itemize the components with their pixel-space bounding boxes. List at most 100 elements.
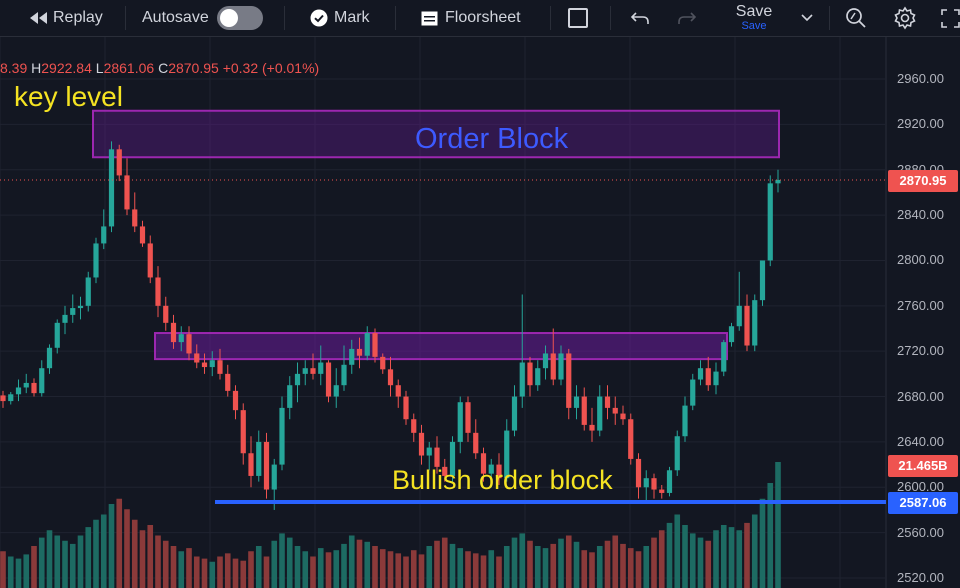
candle [124, 158, 130, 216]
candle-body [651, 478, 657, 490]
toolbar-divider [284, 6, 285, 30]
toggle-switch[interactable] [216, 6, 263, 30]
candle [690, 373, 696, 411]
undo-button[interactable] [630, 0, 650, 36]
candle-body [604, 396, 611, 408]
candle [194, 344, 200, 369]
fullscreen-button[interactable] [941, 0, 960, 36]
volume-bar [77, 535, 84, 588]
candle-body [535, 368, 541, 386]
candle-body [457, 402, 463, 442]
price-chart[interactable] [0, 37, 960, 588]
candle-body [325, 362, 332, 397]
floorsheet-button[interactable]: Floorsheet [421, 0, 521, 36]
quick-search-button[interactable] [845, 0, 867, 36]
candle-body [713, 371, 719, 386]
candle [364, 326, 370, 361]
candle-body [728, 326, 735, 343]
candle-body [240, 410, 246, 454]
save-dropdown[interactable] [801, 0, 813, 36]
candle-body [589, 424, 595, 431]
volume-bar [255, 546, 262, 588]
candle-body [271, 464, 277, 490]
top-toolbar: Replay Autosave Mark Floorsheet [0, 0, 960, 37]
candle-body [263, 441, 270, 490]
candle-body [488, 464, 494, 474]
candle [597, 385, 603, 437]
candle-body [418, 432, 425, 456]
autosave-toggle[interactable]: Autosave [142, 0, 263, 36]
candle-body [573, 396, 580, 408]
volume-bar [643, 546, 650, 588]
order-block-zone [92, 109, 780, 159]
candle-body [356, 348, 363, 356]
check-circle-icon [310, 9, 328, 27]
volume-bar [108, 504, 115, 588]
layout-button[interactable] [568, 0, 588, 36]
candle-body [550, 353, 556, 380]
volume-bar [604, 540, 611, 588]
candle [256, 430, 262, 482]
candle-body [558, 353, 564, 380]
candle-body [759, 260, 766, 301]
candle-body [46, 347, 53, 369]
candle-body [480, 453, 487, 474]
candle [566, 348, 572, 420]
volume-bar [503, 546, 510, 588]
toolbar-divider [125, 6, 126, 30]
volume-bar [472, 553, 479, 588]
candle-body [682, 405, 688, 437]
candle-body [395, 385, 401, 397]
redo-button[interactable] [677, 0, 697, 36]
volume-bar [612, 535, 619, 588]
volume-bar [713, 530, 719, 588]
volume-bar [480, 555, 487, 588]
candle [240, 403, 246, 465]
candle-body [449, 441, 456, 476]
candle-body [767, 183, 773, 261]
volume-bar [201, 558, 208, 588]
candle-body [31, 382, 37, 394]
candle [449, 436, 456, 482]
volume-bar [209, 561, 216, 588]
candle [620, 405, 626, 425]
candle [372, 328, 378, 363]
settings-button[interactable] [893, 0, 917, 36]
save-button[interactable]: Save Save [733, 0, 775, 36]
replay-button[interactable]: Replay [28, 0, 103, 36]
candle [46, 344, 53, 374]
candle [201, 353, 208, 374]
volume-bar [348, 535, 355, 588]
volume-tag: 21.465B [888, 455, 958, 477]
candle [473, 419, 479, 459]
mark-button[interactable]: Mark [310, 0, 370, 36]
volume-bar [620, 543, 626, 588]
candle [457, 396, 463, 454]
candle-body [39, 368, 45, 394]
candle [465, 396, 471, 442]
volume-bar [131, 519, 138, 588]
volume-bar [217, 556, 223, 588]
candle [480, 447, 487, 482]
toolbar-divider [550, 6, 551, 30]
volume-bar [573, 541, 580, 588]
candle-body [426, 447, 432, 456]
candle-body [744, 305, 750, 346]
close-label: C [158, 60, 169, 76]
volume-bar [54, 535, 61, 588]
volume-bar [162, 540, 169, 588]
candle [93, 237, 99, 284]
candle-body [23, 382, 29, 388]
candle-body [108, 149, 115, 227]
candle [341, 345, 347, 391]
candle-body [597, 396, 603, 431]
candles [0, 141, 781, 510]
candle-body [434, 447, 440, 467]
price-axis-tick: 2520.00 [897, 570, 944, 585]
volume-bar [434, 540, 440, 588]
candle [643, 470, 649, 501]
candle [147, 235, 153, 284]
candle-body [194, 353, 200, 363]
candle-body [364, 333, 370, 356]
candle [511, 385, 518, 437]
